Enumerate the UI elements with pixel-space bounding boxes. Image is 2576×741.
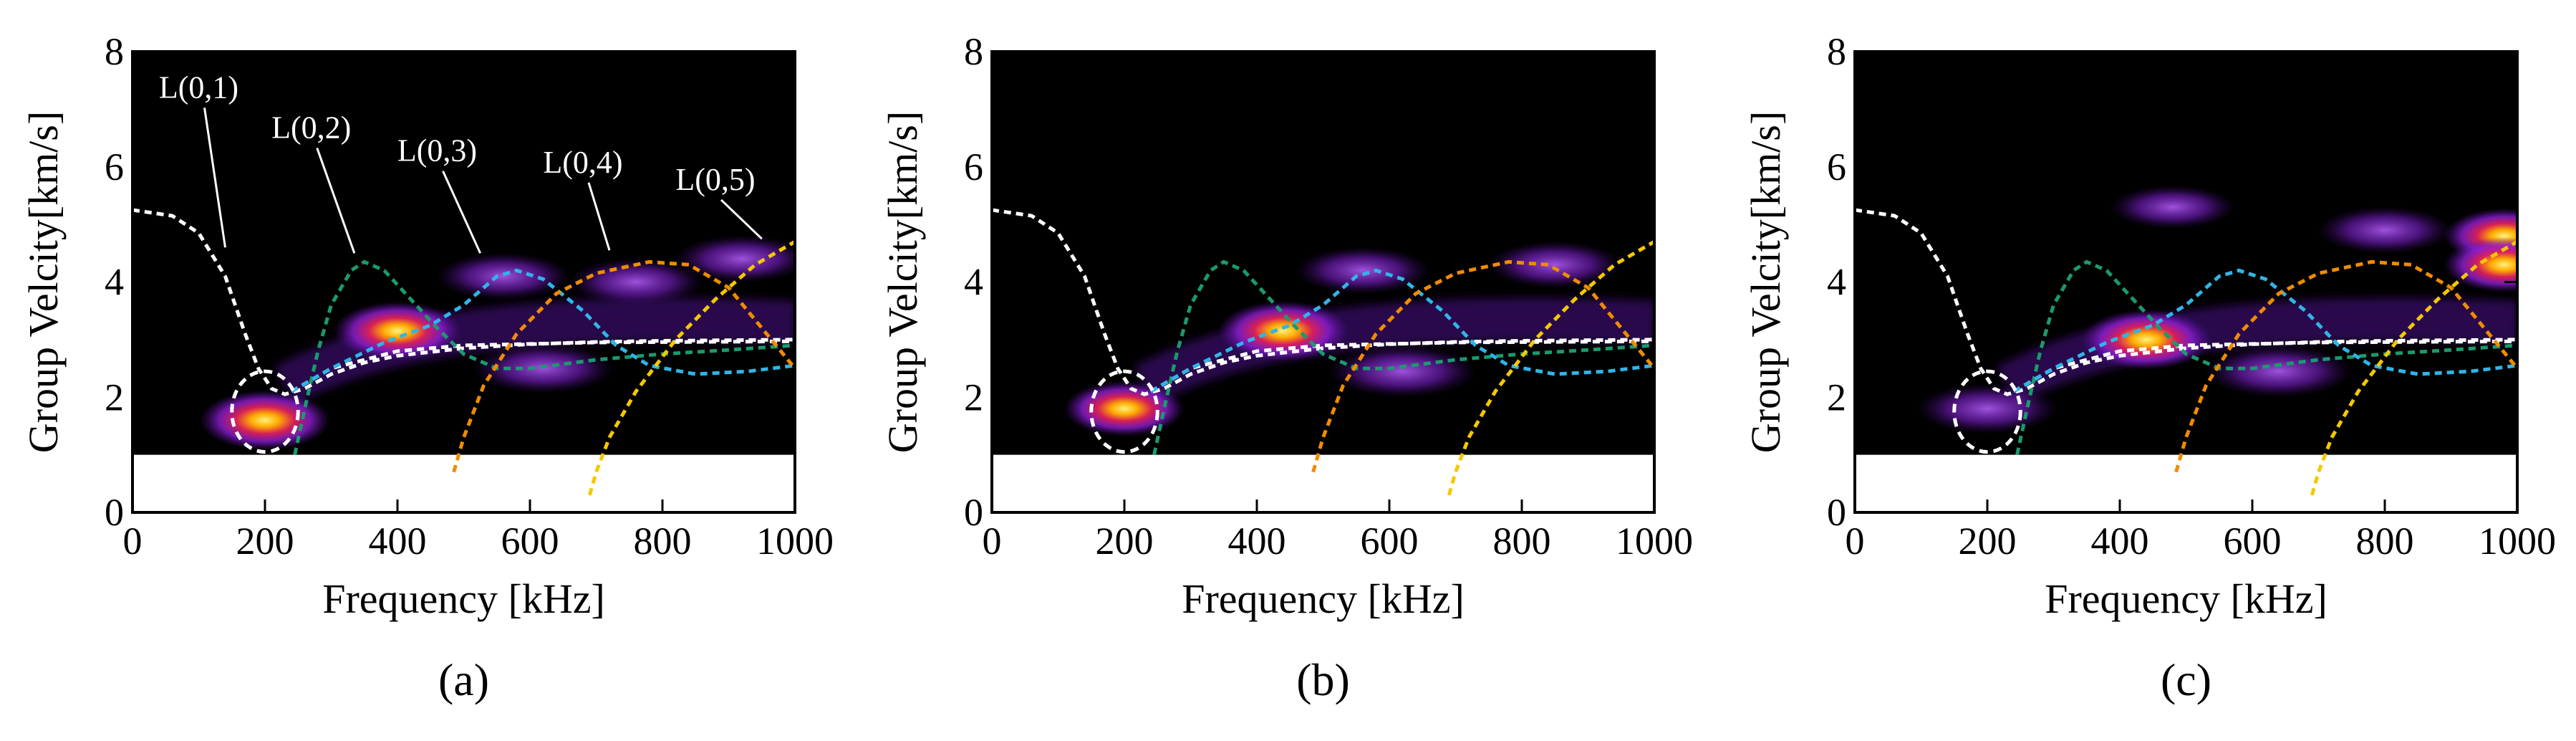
dispersion-curve-6 [587,240,795,496]
x-tick-label: 200 [1096,520,1154,563]
y-tick-label: 0 [1827,491,1846,534]
x-tick-label: 1000 [2479,520,2556,563]
circle-marker [1952,369,2022,454]
spectrogram-hotspot [2204,345,2353,398]
dispersion-curve-3 [2015,259,2517,456]
x-tick-label: 800 [634,520,692,563]
panel-label: (c) [2161,654,2211,705]
x-tick-label: 1000 [1616,520,1693,563]
panel-3: 0 2 4 6 8 0 200 400 600 800 1000 Frequency [kHz] Gro… [1742,30,2556,705]
dispersion-curve-6 [2310,240,2517,496]
dispersion-curve-4 [1149,268,1654,393]
mode-label-arrow [442,171,481,254]
y-tick-label: 8 [105,30,124,73]
x-tick-label: 0 [1846,520,1865,563]
spectrogram-hotspot [674,235,795,283]
spectrogram-hotspot [333,301,462,360]
circle-marker [230,369,300,454]
mode-label-arrow [720,199,763,240]
dispersion-curve-6 [1447,240,1654,496]
x-tick-label: 400 [369,520,427,563]
y-tick-label: 0 [964,491,983,534]
mode-label: L(0,3) [397,133,477,168]
y-tick-label: 2 [105,376,124,419]
x-tick-label: 200 [236,520,294,563]
spectrogram-hotspot [2444,236,2517,292]
y-axis-title: Group Velcity[km/s] [20,111,67,453]
spectrogram-hotspot [2081,309,2211,370]
spectrogram-hotspot [2110,185,2236,229]
spectrogram-hotspot [435,252,571,300]
spectrogram-hotspot [1295,247,1431,295]
spectrogram-hotspot [568,258,704,306]
x-tick-label: 600 [2224,520,2282,563]
y-tick-label: 6 [964,145,983,188]
x-tick-label: 600 [501,520,559,563]
mode-label: L(0,2) [271,110,351,145]
x-axis-title: Frequency [kHz] [1182,575,1465,622]
y-tick-label: 6 [105,145,124,188]
dispersion-curve-4 [290,268,795,393]
y-tick-label: 2 [1827,376,1846,419]
spectrogram-hotspot [1487,241,1623,289]
panel-2: 0 2 4 6 8 0 200 400 600 800 1000 Frequency [kHz] Gro… [879,30,1693,705]
mode-label-arrow [316,148,356,254]
x-tick-label: 1000 [756,520,834,563]
x-tick-label: 200 [1959,520,2017,563]
mode-label-arrow [587,182,611,251]
spectrogram-hotspot [1916,383,2058,434]
mode-label: L(0,5) [675,162,755,197]
mode-label-arrow [203,107,226,248]
blank-region [132,454,795,512]
x-tick-label: 600 [1361,520,1419,563]
dispersion-curve-3 [293,259,795,456]
mode-label: L(0,1) [159,70,238,105]
y-tick-label: 4 [964,261,983,304]
y-tick-label: 8 [1827,30,1846,73]
y-tick-label: 0 [105,491,124,534]
circle-marker [1089,369,1159,454]
spectrogram-hotspot [1064,381,1185,436]
panel-1: L(0,1) L(0,2) L(0,3) L(0,4) L(0,5) 0 2 4 6 8 0 200 4… [20,30,834,705]
mode-label: L(0,4) [543,145,622,180]
y-axis-title: Group Velcity[km/s] [1742,111,1789,453]
y-tick-label: 8 [964,30,983,73]
y-tick-label: 6 [1827,145,1846,188]
blank-region [992,454,1654,512]
spectrogram-hotspot [2317,206,2453,254]
panel-label: (b) [1296,654,1350,705]
spectrogram-hotspot [1328,345,1477,398]
y-tick-label: 4 [105,261,124,304]
x-axis-title: Frequency [kHz] [2045,575,2327,622]
x-tick-label: 400 [1228,520,1286,563]
spectrogram-hotspot [200,390,330,451]
x-axis-title: Frequency [kHz] [322,575,605,622]
x-tick-label: 0 [123,520,143,563]
dispersion-curve-4 [2012,268,2517,393]
x-tick-label: 800 [2356,520,2414,563]
x-tick-label: 0 [983,520,1002,563]
x-tick-label: 400 [2091,520,2149,563]
y-axis-title: Group Velcity[km/s] [879,111,926,453]
y-tick-label: 4 [1827,261,1846,304]
y-tick-label: 2 [964,376,983,419]
dispersion-curve-3 [1152,259,1654,456]
x-tick-label: 800 [1493,520,1551,563]
panel-label: (a) [438,654,489,705]
blank-region [1855,454,2517,512]
